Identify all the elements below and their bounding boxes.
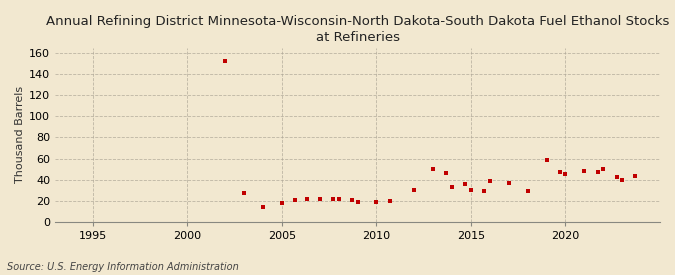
Point bbox=[504, 181, 514, 185]
Y-axis label: Thousand Barrels: Thousand Barrels bbox=[15, 86, 25, 183]
Point bbox=[466, 188, 477, 192]
Point bbox=[598, 167, 609, 171]
Point bbox=[371, 199, 382, 204]
Point bbox=[384, 199, 395, 203]
Point bbox=[220, 58, 231, 63]
Title: Annual Refining District Minnesota-Wisconsin-North Dakota-South Dakota Fuel Etha: Annual Refining District Minnesota-Wisco… bbox=[46, 15, 670, 44]
Point bbox=[290, 197, 300, 202]
Point bbox=[522, 189, 533, 193]
Point bbox=[485, 178, 495, 183]
Point bbox=[239, 191, 250, 196]
Point bbox=[460, 182, 470, 186]
Point bbox=[592, 170, 603, 174]
Point bbox=[447, 185, 458, 189]
Point bbox=[258, 205, 269, 209]
Point bbox=[617, 177, 628, 182]
Point bbox=[541, 157, 552, 162]
Point bbox=[327, 196, 338, 201]
Text: Source: U.S. Energy Information Administration: Source: U.S. Energy Information Administ… bbox=[7, 262, 238, 272]
Point bbox=[479, 189, 489, 193]
Point bbox=[441, 171, 452, 175]
Point bbox=[579, 169, 590, 173]
Point bbox=[315, 196, 325, 201]
Point bbox=[560, 172, 571, 177]
Point bbox=[630, 174, 641, 179]
Point bbox=[352, 199, 363, 204]
Point bbox=[428, 167, 439, 171]
Point bbox=[346, 197, 357, 202]
Point bbox=[554, 170, 565, 174]
Point bbox=[301, 196, 312, 201]
Point bbox=[277, 200, 288, 205]
Point bbox=[333, 196, 344, 201]
Point bbox=[611, 175, 622, 180]
Point bbox=[409, 188, 420, 192]
